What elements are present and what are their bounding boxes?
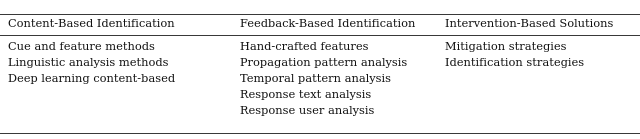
Text: Propagation pattern analysis: Propagation pattern analysis [240,58,407,68]
Text: Content-Based Identification: Content-Based Identification [8,19,174,29]
Text: Identification strategies: Identification strategies [445,58,584,68]
Text: Linguistic analysis methods: Linguistic analysis methods [8,58,168,68]
Text: Hand-crafted features: Hand-crafted features [240,42,369,52]
Text: Cue and feature methods: Cue and feature methods [8,42,154,52]
Text: Intervention-Based Solutions: Intervention-Based Solutions [445,19,613,29]
Text: Response user analysis: Response user analysis [240,106,374,116]
Text: Response text analysis: Response text analysis [240,90,371,100]
Text: Deep learning content-based: Deep learning content-based [8,74,175,84]
Text: Temporal pattern analysis: Temporal pattern analysis [240,74,391,84]
Text: Mitigation strategies: Mitigation strategies [445,42,566,52]
Text: Feedback-Based Identification: Feedback-Based Identification [240,19,415,29]
